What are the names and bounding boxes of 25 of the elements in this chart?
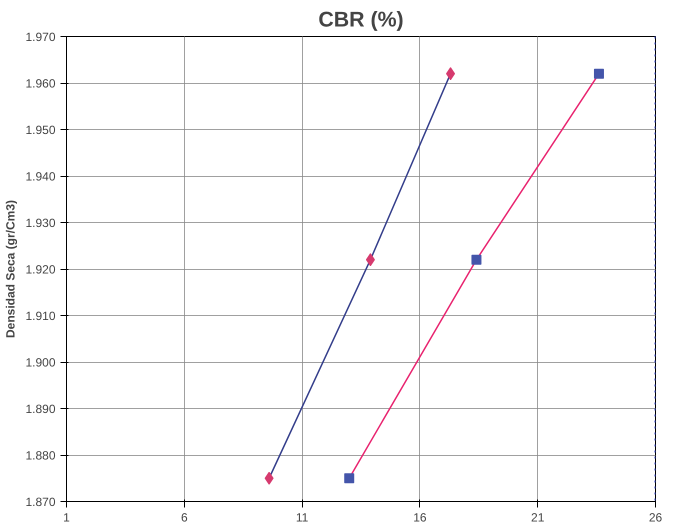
y-tick-label: 1.880 — [25, 448, 56, 462]
x-tick-label: 21 — [531, 510, 545, 524]
y-tick-label: 1.960 — [25, 76, 56, 90]
chart-title: CBR (%) — [318, 8, 404, 32]
y-tick-label: 1.930 — [25, 216, 56, 230]
y-axis-title: Densidad Seca (gr/Cm3) — [3, 200, 18, 338]
y-tick-label: 1.950 — [25, 123, 56, 137]
y-tick-label: 1.900 — [25, 356, 56, 370]
y-tick-label: 1.970 — [25, 30, 56, 44]
x-tick-label: 11 — [296, 510, 309, 524]
y-tick-label: 1.890 — [25, 402, 56, 416]
y-tick-label: 1.940 — [25, 170, 56, 184]
y-tick-label: 1.870 — [25, 495, 56, 509]
y-tick-label: 1.920 — [25, 262, 56, 276]
point — [594, 68, 604, 79]
point — [366, 253, 375, 266]
point — [471, 254, 482, 265]
point — [344, 473, 354, 484]
x-tick-label: 1 — [63, 510, 70, 524]
x-tick-label: 26 — [648, 510, 662, 524]
point — [446, 67, 456, 80]
x-tick-label: 6 — [180, 510, 188, 524]
point — [264, 472, 274, 485]
x-tick-label: 16 — [413, 510, 427, 524]
y-tick-label: 1.910 — [25, 309, 56, 323]
